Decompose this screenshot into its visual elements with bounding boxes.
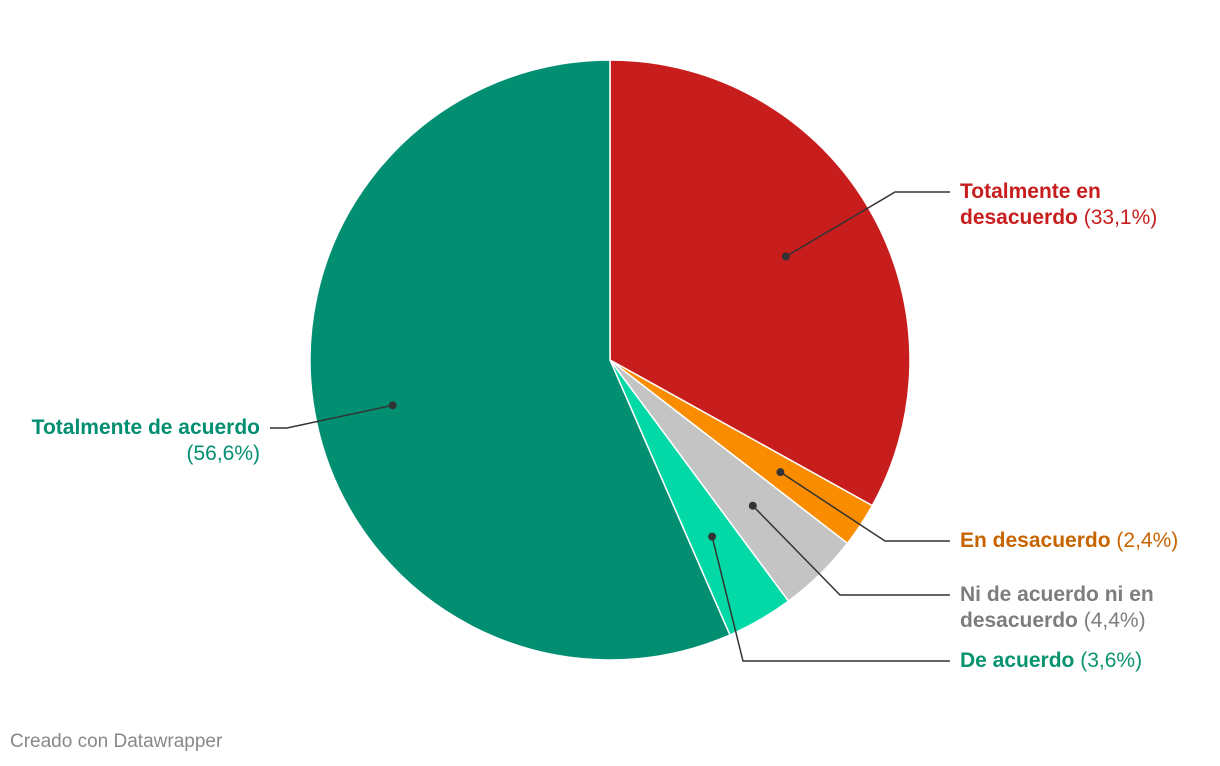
slice-name: desacuerdo: [960, 206, 1078, 229]
slice-label-en-desacuerdo: En desacuerdo (2,4%): [960, 528, 1178, 554]
slice-percentage: (56,6%): [186, 442, 260, 465]
slice-name: En desacuerdo: [960, 529, 1111, 552]
slice-percentage: (4,4%): [1083, 609, 1146, 632]
leader-dot: [708, 532, 717, 541]
leader-dot: [388, 401, 397, 410]
leader-dot: [776, 468, 785, 477]
slice-name: De acuerdo: [960, 649, 1075, 672]
leader-dot: [781, 252, 790, 261]
slice-label-totalmente-de-acuerdo: Totalmente de acuerdo (56,6%): [32, 415, 260, 467]
slice-name: Totalmente de acuerdo: [31, 416, 260, 439]
leader-dot: [748, 501, 757, 510]
slice-name: desacuerdo: [960, 609, 1078, 632]
leader-line: [779, 471, 950, 542]
leader-line: [711, 536, 950, 662]
slice-percentage: (33,1%): [1083, 206, 1158, 229]
slice-label-ni-de-acuerdo-ni-en-desacuerdo: Ni de acuerdo ni en desacuerdo (4,4%): [960, 582, 1154, 634]
slice-name: Ni de acuerdo ni en: [960, 583, 1154, 606]
slice-percentage: (2,4%): [1116, 529, 1179, 552]
leader-line: [785, 191, 950, 258]
credit-text: Creado con Datawrapper: [10, 731, 223, 752]
slice-label-de-acuerdo: De acuerdo (3,6%): [960, 648, 1142, 674]
leader-line: [752, 505, 950, 596]
slice-label-totalmente-en-desacuerdo: Totalmente en desacuerdo (33,1%): [960, 179, 1157, 231]
leader-line: [270, 404, 393, 429]
slice-percentage: (3,6%): [1080, 649, 1143, 672]
slice-name: Totalmente en: [960, 180, 1101, 203]
